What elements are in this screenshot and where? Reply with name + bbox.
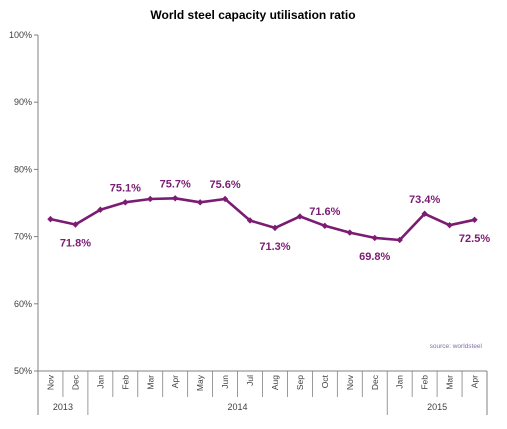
data-label: 73.4% (409, 194, 440, 206)
series-layer (47, 195, 478, 244)
x-tick-label: Apr (470, 375, 480, 388)
data-label: 71.8% (60, 238, 91, 250)
data-label: 69.8% (359, 251, 390, 263)
data-point (346, 229, 354, 236)
data-label: 75.7% (160, 178, 191, 190)
data-point (196, 199, 204, 206)
y-tick-label: 60% (14, 299, 32, 309)
y-tick-label: 50% (14, 366, 32, 376)
data-point (72, 221, 79, 228)
x-tick-label: May (195, 374, 205, 391)
x-tick-label: Mar (445, 375, 455, 390)
x-tick-label: Nov (345, 374, 355, 390)
data-label: 71.3% (259, 241, 290, 253)
data-point (271, 224, 279, 232)
data-label: 75.6% (209, 179, 240, 191)
x-tick-label: Dec (370, 374, 380, 390)
data-label: 75.1% (110, 182, 141, 194)
data-point (246, 217, 254, 224)
data-point (122, 199, 129, 206)
x-axis-ticks: Nov Dec Jan Feb Mar Apr May Jun Jul Aug Sep Oct Nov D… (37, 371, 488, 397)
data-point (97, 206, 104, 213)
series-line (50, 197, 475, 242)
data-point (296, 213, 304, 220)
data-label: 71.6% (309, 206, 340, 218)
data-point (446, 221, 453, 229)
x-tick-label: Jun (220, 375, 230, 389)
year-label: 2014 (228, 402, 248, 412)
x-tick-label: Jan (95, 375, 105, 389)
y-tick-label: 90% (14, 97, 32, 107)
y-axis-ticks: 50% 60% 70% 80% 90% 100% (9, 30, 38, 376)
year-label: 2015 (427, 402, 447, 412)
x-tick-label: Sep (295, 375, 305, 390)
x-tick-label: Dec (70, 374, 80, 390)
data-point (321, 222, 329, 230)
x-tick-label: Feb (420, 375, 430, 390)
y-tick-label: 80% (14, 164, 32, 174)
x-tick-label: Nov (45, 374, 55, 390)
data-point (171, 195, 179, 202)
data-point (396, 236, 403, 244)
x-tick-label: Jan (395, 375, 405, 389)
y-tick-label: 70% (14, 232, 32, 242)
data-labels: 71.8% 75.1% 75.7% 75.6% 71.3% 71.6% 69.8% 73.4%… (60, 178, 491, 263)
x-tick-label: Mar (145, 375, 155, 390)
data-point (421, 210, 428, 217)
data-point (47, 215, 54, 223)
data-point (371, 234, 378, 242)
x-tick-label: Feb (120, 375, 130, 390)
x-tick-label: Jul (245, 375, 255, 386)
year-label: 2013 (53, 402, 73, 412)
x-tick-label: Aug (270, 375, 280, 390)
y-tick-label: 100% (9, 30, 32, 40)
x-tick-label: Oct (320, 374, 330, 388)
x-tick-label: Apr (170, 375, 180, 388)
data-point (471, 216, 478, 223)
year-groups: 2013 2014 2015 (53, 397, 447, 415)
data-point (221, 195, 229, 203)
data-point (147, 195, 154, 203)
chart-title: World steel capacity utilisation ratio (150, 8, 355, 22)
data-label: 72.5% (459, 233, 490, 245)
source-note: source: worldsteel (430, 343, 483, 350)
